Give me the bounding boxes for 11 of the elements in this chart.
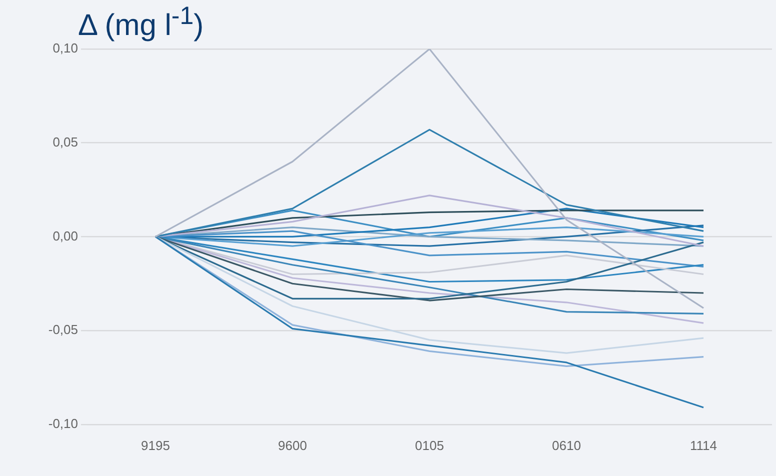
y-tick-label: 0,00 — [52, 228, 78, 244]
y-axis-title: Δ (mg l$^{-1}$) — [78, 2, 204, 43]
x-tick-label: 0610 — [552, 438, 581, 453]
x-tick-label: 0105 — [415, 438, 444, 453]
x-tick-label: 9600 — [278, 438, 307, 453]
y-tick-label: -0,10 — [48, 416, 78, 431]
x-tick-label: 1114 — [690, 438, 717, 453]
y-tick-label: -0,05 — [48, 322, 78, 338]
y-tick-label: 0,10 — [52, 40, 78, 56]
x-tick-label: 9195 — [141, 438, 170, 453]
y-tick-label: 0,05 — [52, 134, 78, 150]
